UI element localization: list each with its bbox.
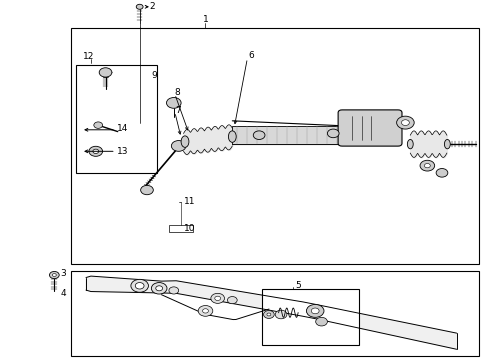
Text: 8: 8 [174,88,180,97]
Ellipse shape [407,139,412,149]
Circle shape [99,68,112,77]
Ellipse shape [444,139,449,149]
Text: 5: 5 [295,280,301,289]
Circle shape [202,309,208,313]
Circle shape [166,98,181,108]
Circle shape [401,120,408,126]
Bar [76,65,157,173]
Bar [232,126,351,144]
Circle shape [52,274,56,276]
FancyBboxPatch shape [337,110,401,146]
Circle shape [156,286,162,291]
Text: 4: 4 [61,289,66,298]
Circle shape [424,163,429,168]
Circle shape [210,293,224,303]
Circle shape [263,311,274,319]
Text: 13: 13 [117,147,128,156]
Circle shape [135,283,144,289]
Circle shape [311,308,319,314]
Circle shape [93,149,99,153]
Circle shape [266,313,270,316]
Text: 7: 7 [174,105,180,114]
Circle shape [168,287,178,294]
Text: 2: 2 [149,2,155,11]
Circle shape [227,297,237,304]
Circle shape [253,131,264,139]
Circle shape [171,140,185,151]
Polygon shape [86,276,456,349]
Circle shape [89,146,102,156]
Circle shape [435,168,447,177]
Bar [71,271,478,356]
Ellipse shape [181,136,188,147]
Text: 11: 11 [183,197,195,206]
Circle shape [327,129,338,138]
Circle shape [49,271,59,279]
Circle shape [275,310,286,319]
Ellipse shape [228,131,236,142]
Text: 10: 10 [183,224,195,233]
Circle shape [94,122,102,129]
Bar [71,28,478,264]
Circle shape [131,279,148,292]
Text: 6: 6 [248,51,254,60]
Text: 12: 12 [82,53,94,62]
Text: 3: 3 [61,269,66,278]
Circle shape [419,160,434,171]
Circle shape [136,4,143,9]
Circle shape [306,305,324,318]
Circle shape [198,306,212,316]
Bar [261,289,358,345]
Circle shape [214,296,220,301]
Text: 9: 9 [151,71,156,80]
Text: 1: 1 [203,15,208,24]
Text: 14: 14 [117,123,128,132]
Circle shape [151,283,166,294]
Circle shape [315,318,327,326]
Bar [168,225,193,232]
Circle shape [396,116,413,129]
Circle shape [141,185,153,195]
